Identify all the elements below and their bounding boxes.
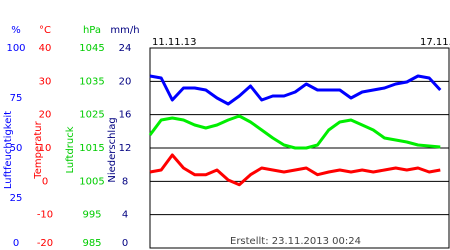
x-tick-label: 17.11.13	[420, 37, 450, 48]
y-tick-label: 100	[6, 43, 25, 54]
y-tick-label: 16	[119, 110, 132, 121]
y-tick-label: 995	[82, 210, 101, 221]
y-tick-label: 40	[39, 43, 52, 54]
axis-unit: mm/h	[110, 25, 139, 36]
y-tick-label: -20	[37, 238, 53, 249]
y-tick-label: 24	[119, 43, 132, 54]
axis-unit: °C	[39, 25, 51, 36]
y-tick-label: -10	[37, 210, 53, 221]
axis-title: Niederschlag	[107, 117, 118, 182]
y-tick-label: 75	[10, 93, 23, 104]
footer: Erstellt: 23.11.2013 00:24	[230, 236, 361, 247]
y-tick-label: 1045	[79, 43, 104, 54]
y-tick-label: 20	[39, 110, 52, 121]
y-tick-label: 1015	[79, 143, 104, 154]
y-tick-label: 985	[82, 238, 101, 249]
y-tick-label: 0	[13, 238, 19, 249]
y-tick-label: 8	[122, 176, 128, 187]
data-line	[149, 153, 441, 187]
axis-unit: %	[11, 25, 21, 36]
y-tick-label: 50	[10, 143, 23, 154]
axis-title: Temperatur	[33, 120, 44, 179]
data-line	[148, 114, 441, 150]
y-tick-label: 30	[39, 76, 52, 87]
y-tick-label: 1005	[79, 176, 104, 187]
axis-title: Luftdruck	[65, 126, 76, 173]
y-tick-label: 1025	[79, 110, 104, 121]
x-tick-label: 11.11.13	[152, 37, 197, 48]
y-tick-label: 12	[119, 143, 132, 154]
data-line	[149, 74, 442, 106]
y-tick-label: 1035	[79, 76, 104, 87]
axis-title: Luftfeuchtigkeit	[3, 111, 14, 189]
y-tick-label: 4	[122, 210, 128, 221]
y-tick-label: 20	[119, 76, 132, 87]
axis-unit: hPa	[83, 25, 101, 36]
y-tick-label: 10	[39, 143, 52, 154]
y-tick-label: 0	[122, 238, 128, 249]
y-tick-label: 0	[42, 176, 48, 187]
y-tick-label: 25	[10, 193, 23, 204]
